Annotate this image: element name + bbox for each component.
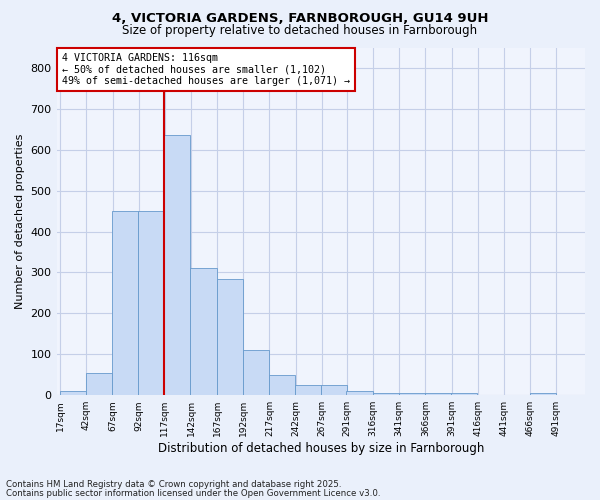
- Bar: [112, 211, 138, 395]
- Y-axis label: Number of detached properties: Number of detached properties: [15, 134, 25, 309]
- Bar: [373, 393, 399, 395]
- Bar: [399, 393, 425, 395]
- Bar: [164, 136, 190, 395]
- Text: 4 VICTORIA GARDENS: 116sqm
← 50% of detached houses are smaller (1,102)
49% of s: 4 VICTORIA GARDENS: 116sqm ← 50% of deta…: [62, 52, 350, 86]
- Bar: [217, 278, 243, 395]
- Bar: [190, 268, 217, 395]
- Bar: [86, 372, 112, 395]
- Bar: [243, 350, 269, 395]
- Bar: [138, 211, 164, 395]
- Text: 4, VICTORIA GARDENS, FARNBOROUGH, GU14 9UH: 4, VICTORIA GARDENS, FARNBOROUGH, GU14 9…: [112, 12, 488, 26]
- X-axis label: Distribution of detached houses by size in Farnborough: Distribution of detached houses by size …: [158, 442, 484, 455]
- Text: Size of property relative to detached houses in Farnborough: Size of property relative to detached ho…: [122, 24, 478, 37]
- Bar: [59, 391, 86, 395]
- Bar: [346, 391, 373, 395]
- Bar: [425, 393, 451, 395]
- Text: Contains HM Land Registry data © Crown copyright and database right 2025.: Contains HM Land Registry data © Crown c…: [6, 480, 341, 489]
- Bar: [295, 385, 321, 395]
- Bar: [530, 393, 556, 395]
- Bar: [269, 375, 295, 395]
- Bar: [321, 385, 347, 395]
- Text: Contains public sector information licensed under the Open Government Licence v3: Contains public sector information licen…: [6, 488, 380, 498]
- Bar: [451, 393, 477, 395]
